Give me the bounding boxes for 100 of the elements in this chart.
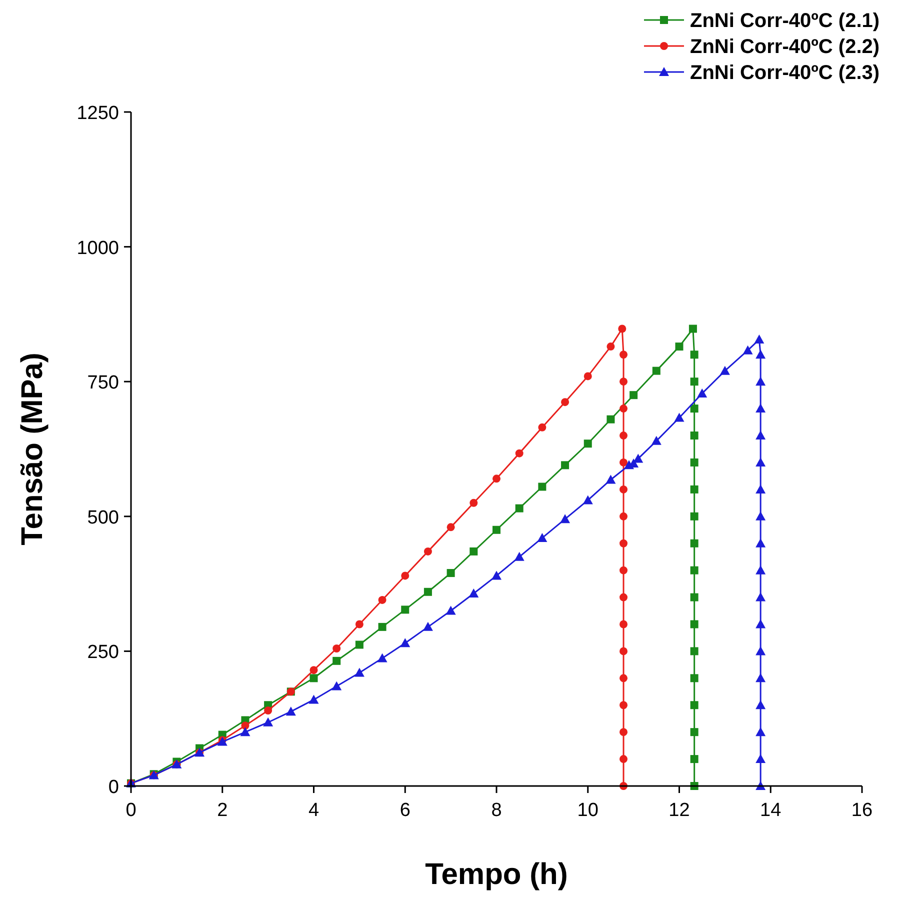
y-tick-label: 1000	[76, 238, 119, 259]
x-tick-label: 6	[400, 800, 410, 821]
point	[620, 350, 628, 359]
point	[620, 674, 628, 682]
point	[310, 666, 318, 674]
point	[756, 673, 766, 682]
point	[756, 754, 766, 764]
point	[355, 620, 364, 628]
legend-label: ZnNi Corr-40ºC (2.1)	[690, 10, 880, 32]
point	[652, 366, 660, 375]
point	[264, 706, 272, 715]
point	[561, 461, 570, 470]
point	[332, 644, 341, 653]
point	[241, 722, 250, 730]
point	[630, 391, 638, 400]
point	[690, 593, 698, 602]
y-tick-label: 750	[87, 372, 119, 394]
point	[688, 324, 697, 333]
point	[620, 755, 628, 764]
point	[756, 404, 766, 413]
point	[690, 566, 698, 574]
point	[756, 511, 766, 520]
point	[651, 436, 662, 445]
point	[756, 350, 766, 359]
point	[690, 458, 698, 466]
point	[332, 681, 342, 690]
point	[468, 588, 479, 598]
point	[742, 345, 753, 354]
y-tick-label: 0	[108, 777, 119, 798]
point	[690, 674, 698, 682]
point	[690, 539, 698, 548]
point	[470, 547, 478, 556]
point	[620, 701, 628, 710]
point	[756, 646, 766, 656]
point	[620, 728, 628, 736]
x-tick-label: 14	[760, 800, 782, 821]
x-tick-label: 8	[491, 800, 502, 821]
point	[690, 755, 698, 764]
point	[424, 588, 432, 596]
point	[332, 656, 341, 665]
legend-label: ZnNi Corr-40ºC (2.3)	[690, 62, 880, 84]
point	[606, 342, 615, 351]
y-tick-label: 500	[87, 507, 119, 528]
x-tick-label: 4	[308, 800, 320, 821]
point	[308, 694, 319, 704]
point	[492, 526, 500, 534]
point	[422, 622, 433, 631]
point	[620, 404, 628, 413]
point	[620, 539, 628, 548]
point	[754, 334, 764, 344]
point	[674, 412, 684, 422]
point	[355, 640, 364, 649]
point	[561, 398, 570, 406]
point	[620, 432, 628, 440]
point	[620, 647, 628, 656]
point	[690, 647, 698, 656]
y-axis-title: Tensão (MPa)	[16, 352, 49, 546]
x-tick-label: 16	[851, 800, 873, 821]
point	[620, 485, 628, 494]
y-tick-label: 1250	[76, 103, 119, 124]
point	[515, 449, 524, 458]
point	[310, 674, 318, 682]
x-tick-label: 0	[126, 800, 136, 821]
point	[756, 430, 766, 440]
point	[756, 619, 766, 628]
point	[378, 596, 386, 604]
point	[560, 514, 570, 524]
legend-label: ZnNi Corr-40ºC (2.2)	[690, 36, 880, 58]
point	[582, 495, 593, 504]
point	[620, 378, 628, 386]
x-tick-label: 2	[217, 800, 228, 821]
point	[620, 620, 628, 628]
point	[690, 432, 698, 440]
point	[377, 653, 388, 662]
point	[756, 592, 766, 602]
point	[690, 620, 698, 628]
point	[675, 342, 684, 351]
point	[606, 474, 616, 484]
point	[492, 474, 500, 483]
point	[756, 565, 766, 574]
point	[515, 504, 524, 512]
point	[756, 727, 766, 736]
point	[756, 457, 766, 466]
point	[538, 482, 546, 491]
point	[492, 570, 502, 580]
point	[690, 512, 698, 520]
point	[756, 376, 766, 386]
point	[446, 569, 455, 578]
point	[424, 547, 432, 556]
point	[633, 454, 644, 463]
point	[263, 717, 274, 726]
point	[756, 484, 766, 494]
point	[446, 523, 455, 532]
point	[354, 668, 364, 677]
point	[618, 324, 626, 333]
point	[606, 415, 615, 424]
point	[690, 728, 698, 736]
point	[584, 440, 592, 448]
point	[690, 701, 698, 710]
point	[584, 372, 592, 380]
